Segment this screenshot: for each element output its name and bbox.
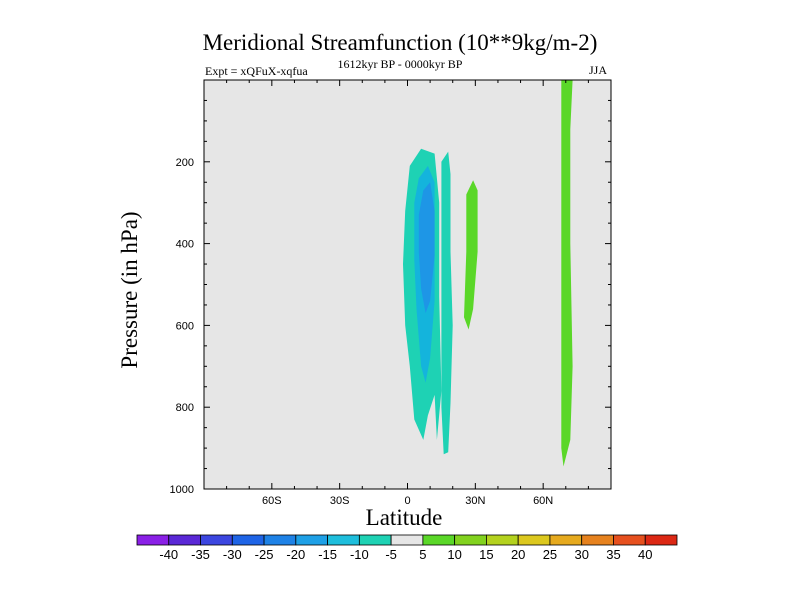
colorbar-label: 15 xyxy=(479,547,493,562)
colorbar-label: 5 xyxy=(419,547,426,562)
x-tick-label: 60N xyxy=(533,495,553,507)
colorbar-swatch xyxy=(549,534,583,546)
x-tick-label: 30N xyxy=(465,495,485,507)
x-axis-ticks: 60S 30S 0 30N 60N xyxy=(203,80,612,507)
colorbar-label: -30 xyxy=(223,547,242,562)
colorbar-swatch xyxy=(136,534,170,546)
y-tick-label: 800 xyxy=(176,402,194,414)
y-tick-label: 600 xyxy=(176,320,194,332)
colorbar-swatch xyxy=(358,534,392,546)
colorbar-label: 10 xyxy=(447,547,461,562)
colorbar-label: 35 xyxy=(606,547,620,562)
positive-cell-region xyxy=(561,80,573,467)
colorbar: -40 -35 -30 -25 -20 -15 -10 -5 5 10 15 20 25 30 35 40 xyxy=(136,534,678,562)
colorbar-swatch xyxy=(231,534,265,546)
colorbar-label: -25 xyxy=(255,547,274,562)
x-tick-label: 0 xyxy=(404,495,410,507)
positive-cell-region xyxy=(464,180,478,330)
colorbar-swatch xyxy=(327,534,360,546)
y-axis-label: Pressure (in hPa) xyxy=(117,211,142,369)
colorbar-label: -10 xyxy=(350,547,369,562)
y-tick-label: 1000 xyxy=(170,484,194,496)
colorbar-label: 30 xyxy=(574,547,588,562)
y-tick-label: 400 xyxy=(176,239,194,251)
colorbar-label: -15 xyxy=(318,547,337,562)
colorbar-label: 20 xyxy=(511,547,525,562)
season-label: JJA xyxy=(589,63,608,77)
colorbar-swatch xyxy=(517,534,551,546)
colorbar-label: -5 xyxy=(385,547,397,562)
colorbar-swatch xyxy=(390,534,424,546)
y-axis-ticks: 200 400 600 800 1000 xyxy=(170,79,611,496)
colorbar-swatch xyxy=(200,534,233,546)
colorbar-swatch xyxy=(581,534,614,546)
y-tick-label: 200 xyxy=(176,157,194,169)
colorbar-label: 25 xyxy=(543,547,557,562)
x-tick-label: 30S xyxy=(330,495,350,507)
period-label: 1612kyr BP - 0000kyr BP xyxy=(337,57,463,71)
colorbar-label: 40 xyxy=(638,547,652,562)
colorbar-swatch xyxy=(454,534,487,546)
colorbar-swatch xyxy=(644,534,678,546)
contour-regions xyxy=(204,80,611,489)
colorbar-swatch xyxy=(613,534,646,546)
colorbar-label: -20 xyxy=(286,547,305,562)
colorbar-swatch xyxy=(168,534,201,546)
colorbar-swatch xyxy=(422,534,456,546)
negative-cell-region xyxy=(418,182,435,314)
x-axis-label: Latitude xyxy=(365,505,443,530)
colorbar-label: -40 xyxy=(159,547,178,562)
colorbar-swatch xyxy=(486,534,519,546)
negative-cell-region xyxy=(441,151,453,455)
chart-title: Meridional Streamfunction (10**9kg/m-2) xyxy=(202,30,598,55)
colorbar-swatch xyxy=(263,534,297,546)
colorbar-swatch xyxy=(295,534,328,546)
x-tick-label: 60S xyxy=(262,495,282,507)
colorbar-label: -35 xyxy=(191,547,210,562)
experiment-label: Expt = xQFuX-xqfua xyxy=(205,64,308,78)
